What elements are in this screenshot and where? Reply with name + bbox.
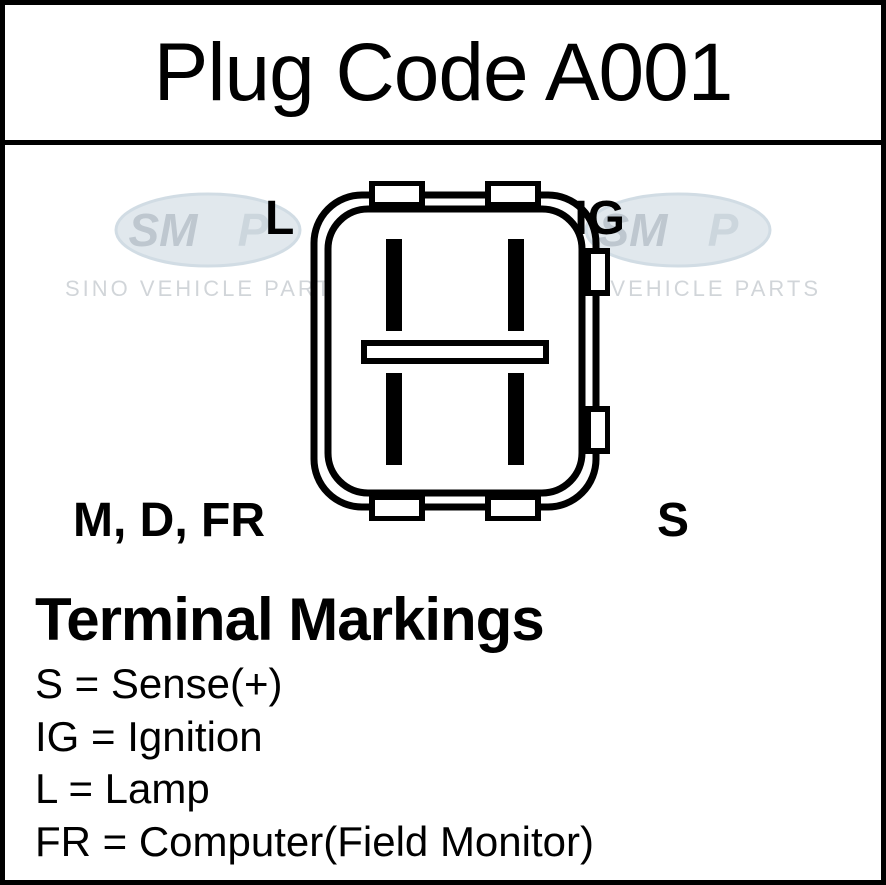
terminal-markings-heading: Terminal Markings [35,585,851,654]
pin-label-L: L [265,191,294,246]
card-frame: Plug Code A001 SM P SINO VEHICLE PARTS S… [0,0,886,885]
connector-icon [300,181,610,521]
plug-code-title: Plug Code A001 [154,26,733,120]
marking-line: FR = Computer(Field Monitor) [35,816,851,869]
marking-line: L = Lamp [35,763,851,816]
svg-text:P: P [708,204,739,256]
pin-label-MDFR: M, D, FR [73,493,265,548]
svg-text:SM: SM [128,204,199,256]
pin-label-S: S [657,493,689,548]
marking-line: S = Sense(+) [35,658,851,711]
svg-text:P: P [237,204,268,256]
terminal-markings: Terminal Markings S = Sense(+) IG = Igni… [5,575,881,868]
title-row: Plug Code A001 [5,5,881,145]
marking-line: IG = Ignition [35,711,851,764]
diagram-area: SM P SINO VEHICLE PARTS SM P SINO VEHICL… [5,145,881,575]
